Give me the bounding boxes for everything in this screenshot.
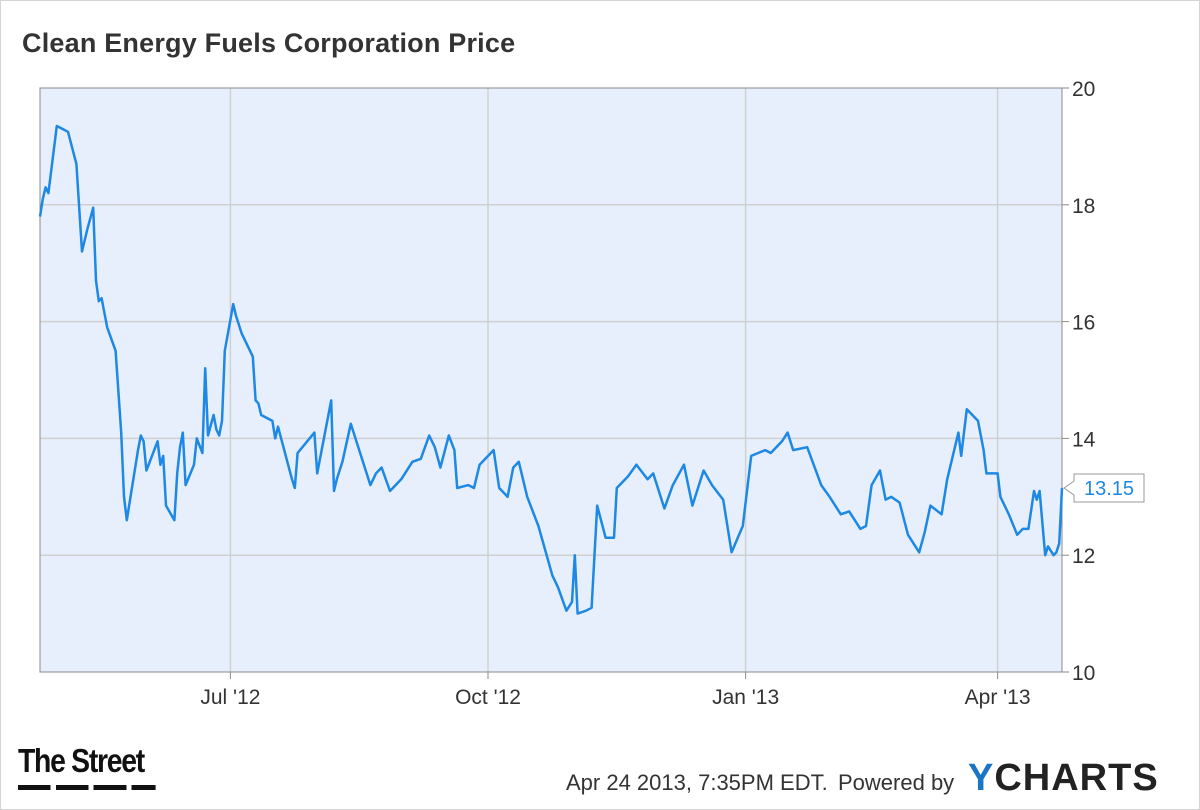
ycharts-logo-text: CHARTS: [994, 757, 1159, 799]
ycharts-logo[interactable]: YCHARTS: [968, 757, 1159, 800]
timestamp: Apr 24 2013, 7:35PM EDT.: [566, 770, 828, 795]
y-tick-label: 16: [1072, 312, 1095, 335]
thestreet-logo-text: The Street: [18, 742, 145, 779]
last-value-box: [1063, 473, 1145, 503]
y-tick-label: 12: [1072, 545, 1095, 568]
plot-border: [39, 87, 1063, 673]
x-tick-label: Oct '12: [455, 686, 521, 709]
y-tick-label: 18: [1072, 195, 1095, 218]
chart-title: Clean Energy Fuels Corporation Price: [22, 28, 516, 58]
thestreet-logo: The Street: [18, 742, 156, 790]
y-tick-label: 20: [1072, 78, 1095, 101]
plot-area: [39, 87, 1063, 673]
powered-by-text: Powered by: [838, 770, 955, 795]
last-value-text: 13.15: [1084, 478, 1134, 500]
x-tick-label: Jul '12: [200, 686, 260, 709]
price-series-line: [38, 124, 1064, 615]
x-tick-label: Jan '13: [712, 686, 779, 709]
last-value-label: 13.15: [1063, 473, 1145, 503]
grid-lines: [40, 88, 1062, 672]
axis-ticks: 10 12 14 16 18 20 Jul '12 Oct '12 Jan '13 Apr '13: [39, 78, 1096, 709]
y-tick-label: 10: [1072, 662, 1095, 685]
y-tick-label: 14: [1072, 428, 1096, 451]
thestreet-logo-bar: [18, 785, 156, 790]
ycharts-logo-mark: Y: [968, 757, 995, 799]
x-tick-label: Apr '13: [965, 686, 1031, 709]
